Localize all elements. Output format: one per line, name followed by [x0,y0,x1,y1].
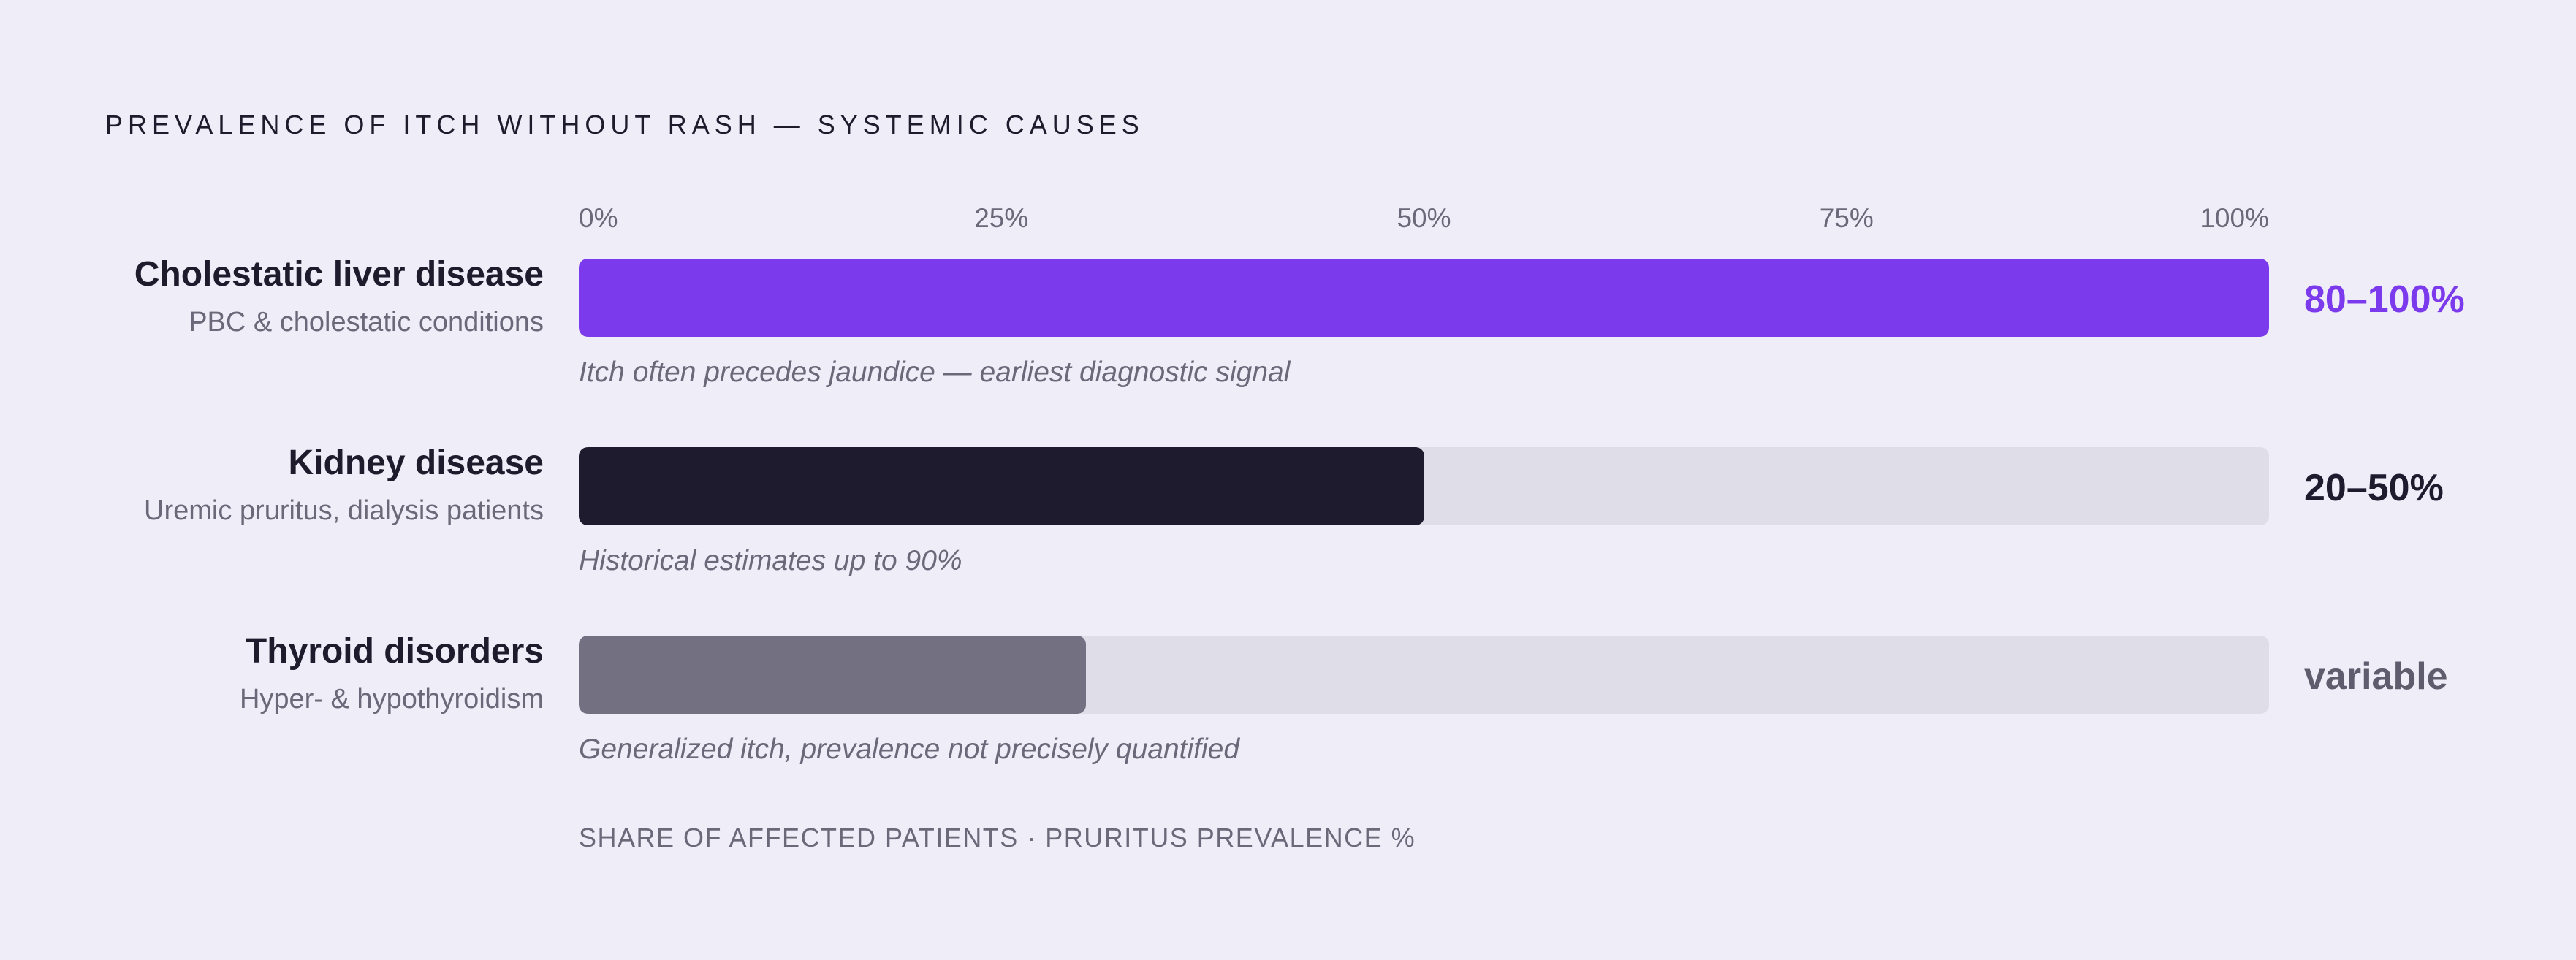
row-name: Kidney disease [288,443,544,482]
row-subtitle: Uremic pruritus, dialysis patients [144,495,544,526]
bar [579,636,1086,714]
bar-track [579,636,2269,714]
bar-annotation: Itch often precedes jaundice — earliest … [579,357,1291,388]
row-name: Cholestatic liver disease [134,255,544,294]
row-name: Thyroid disorders [245,632,544,671]
chart-title: PREVALENCE OF ITCH WITHOUT RASH — SYSTEM… [105,110,1144,140]
row-subtitle: PBC & cholestatic conditions [189,307,544,338]
row-subtitle: Hyper- & hypothyroidism [239,684,544,715]
x-tick-label: 75% [1819,203,1874,233]
bar [579,259,2269,337]
x-axis-label: SHARE OF AFFECTED PATIENTS · PRURITUS PR… [579,823,1416,853]
value-label: 80–100% [2304,278,2465,321]
bar-track [579,259,2269,337]
bar-track [579,447,2269,525]
bar-annotation: Generalized itch, prevalence not precise… [579,734,1240,765]
x-tick-label: 25% [974,203,1029,233]
bar [579,447,1424,525]
value-label: variable [2304,655,2448,698]
bar-annotation: Historical estimates up to 90% [579,545,962,576]
x-tick-label: 0% [579,203,618,233]
value-label: 20–50% [2304,467,2444,509]
x-tick-label: 100% [2200,203,2269,233]
x-tick-label: 50% [1397,203,1451,233]
